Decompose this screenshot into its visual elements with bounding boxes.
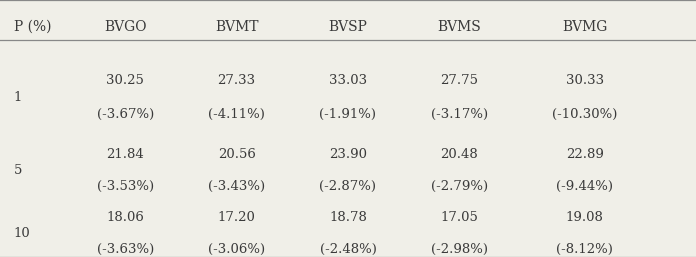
Text: BVSP: BVSP <box>329 20 367 34</box>
Text: (-3.63%): (-3.63%) <box>97 243 154 256</box>
Text: 22.89: 22.89 <box>566 148 603 161</box>
Text: (-3.53%): (-3.53%) <box>97 180 154 193</box>
Text: (-3.67%): (-3.67%) <box>97 108 154 121</box>
Text: 17.05: 17.05 <box>441 211 478 224</box>
Text: BVMT: BVMT <box>215 20 258 34</box>
Text: 30.33: 30.33 <box>566 75 603 87</box>
Text: (-2.98%): (-2.98%) <box>431 243 488 256</box>
Text: (-3.17%): (-3.17%) <box>431 108 488 121</box>
Text: (-2.87%): (-2.87%) <box>319 180 377 193</box>
Text: (-2.48%): (-2.48%) <box>319 243 377 256</box>
Text: (-8.12%): (-8.12%) <box>556 243 613 256</box>
Text: 21.84: 21.84 <box>106 148 144 161</box>
Text: 5: 5 <box>14 164 22 177</box>
Text: 33.03: 33.03 <box>329 75 367 87</box>
Text: 17.20: 17.20 <box>218 211 255 224</box>
Text: BVGO: BVGO <box>104 20 147 34</box>
Text: 27.75: 27.75 <box>441 75 478 87</box>
Text: 20.48: 20.48 <box>441 148 478 161</box>
Text: (-10.30%): (-10.30%) <box>552 108 617 121</box>
Text: (-9.44%): (-9.44%) <box>556 180 613 193</box>
Text: 23.90: 23.90 <box>329 148 367 161</box>
Text: 10: 10 <box>14 227 31 240</box>
Text: 18.78: 18.78 <box>329 211 367 224</box>
Text: 30.25: 30.25 <box>106 75 144 87</box>
Text: (-3.43%): (-3.43%) <box>208 180 265 193</box>
Text: (-2.79%): (-2.79%) <box>431 180 488 193</box>
Text: (-1.91%): (-1.91%) <box>319 108 377 121</box>
Text: 1: 1 <box>14 91 22 104</box>
Text: 27.33: 27.33 <box>218 75 255 87</box>
Text: (-3.06%): (-3.06%) <box>208 243 265 256</box>
Text: 18.06: 18.06 <box>106 211 144 224</box>
Text: 20.56: 20.56 <box>218 148 255 161</box>
Text: BVMS: BVMS <box>438 20 481 34</box>
Text: 19.08: 19.08 <box>566 211 603 224</box>
Text: BVMG: BVMG <box>562 20 608 34</box>
Text: (-4.11%): (-4.11%) <box>208 108 265 121</box>
Text: P (%): P (%) <box>14 20 52 34</box>
